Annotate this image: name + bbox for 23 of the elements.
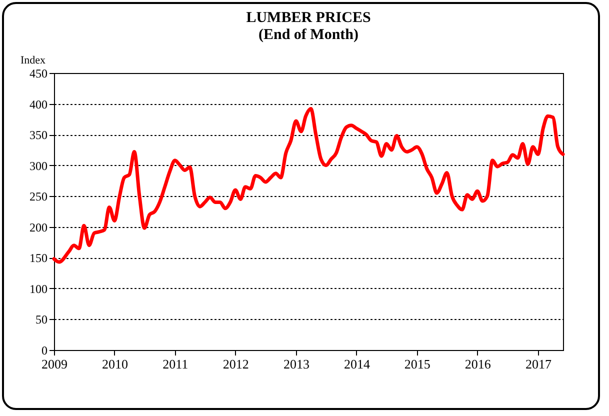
- y-tick-label: 200: [30, 220, 48, 234]
- y-tick-label: 100: [30, 282, 48, 296]
- x-tick-label: 2016: [464, 356, 492, 372]
- x-tick-label: 2011: [162, 356, 188, 372]
- x-tick-label: 2014: [344, 356, 370, 372]
- y-axis-title: Index: [20, 54, 46, 66]
- x-tick-label: 2015: [404, 356, 430, 372]
- y-tick-label: 400: [30, 97, 48, 112]
- x-tick-label: 2012: [222, 356, 249, 372]
- x-tick-label: 2017: [525, 356, 552, 372]
- x-tick-label: 2013: [283, 356, 310, 372]
- chart-subtitle: (End of Month): [258, 27, 359, 43]
- y-tick-label: 300: [30, 158, 48, 173]
- y-tick-label: 0: [42, 344, 48, 358]
- chart-title: LUMBER PRICES: [246, 10, 371, 26]
- line-series: [52, 106, 565, 264]
- y-tick-label: 250: [30, 190, 48, 204]
- y-tick-label: 350: [30, 128, 48, 142]
- y-tick-label: 50: [36, 312, 48, 327]
- x-tick-label: 2009: [42, 356, 68, 372]
- x-tick-label: 2010: [102, 356, 128, 372]
- y-tick-label: 450: [30, 66, 48, 80]
- y-tick-label: 150: [30, 251, 48, 266]
